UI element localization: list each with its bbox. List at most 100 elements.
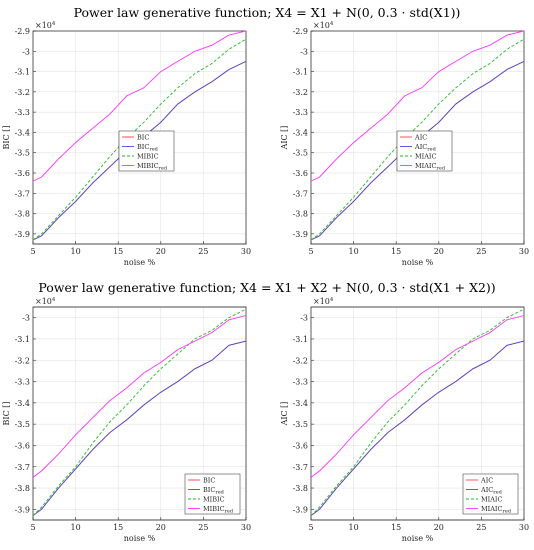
y-axis-label: AIC []: [280, 126, 289, 151]
series-line-mibic-red: [32, 315, 247, 478]
y-tick-label: -3.4: [15, 399, 30, 408]
x-tick-label: 20: [434, 247, 444, 256]
y-tick-label: -3.3: [293, 108, 308, 117]
legend-entry: MIBIC: [203, 495, 225, 503]
series-line-mibic: [32, 308, 247, 517]
y-exponent-label: ×104: [313, 297, 334, 306]
top-title: Power law generative function; X4 = X1 +…: [74, 5, 461, 20]
legend-entry: MIAIC: [481, 495, 502, 503]
x-axis-label: noise %: [402, 534, 434, 543]
bottom-title: Power law generative function; X4 = X1 +…: [38, 280, 495, 295]
y-tick-label: -3.3: [15, 378, 30, 387]
y-tick-label: -3.5: [293, 149, 308, 158]
y-tick-label: -3.8: [15, 484, 30, 493]
legend-entry: BICred: [137, 143, 159, 153]
y-tick-label: -3.8: [293, 484, 308, 493]
x-tick-label: 20: [434, 523, 444, 532]
x-axis-label: noise %: [124, 258, 156, 267]
y-tick-label: -3.9: [15, 230, 30, 239]
legend-entry: BICred: [203, 486, 225, 496]
y-tick-label: -3.6: [15, 169, 30, 178]
legend-entry: AIC: [414, 133, 427, 141]
legend-entry: AICred: [414, 143, 437, 153]
x-tick-label: 10: [71, 247, 81, 256]
legend-entry: MIBICred: [203, 505, 234, 515]
series-line-mibic-red: [32, 30, 247, 182]
x-tick-label: 25: [198, 247, 208, 256]
x-tick-label: 25: [198, 523, 208, 532]
y-tick-label: -3: [300, 314, 308, 323]
y-tick-label: -3.3: [293, 378, 308, 387]
x-tick-label: 15: [113, 247, 123, 256]
legend-entry: BIC: [203, 476, 215, 484]
y-tick-label: -2.9: [15, 27, 30, 36]
y-tick-label: -3.7: [15, 463, 30, 472]
series-line-miaic: [310, 38, 525, 241]
plot-frame: [310, 306, 525, 521]
x-tick-label: 30: [241, 247, 251, 256]
x-tick-label: 20: [156, 247, 166, 256]
x-tick-label: 10: [71, 523, 81, 532]
series-line-miaic-red: [310, 315, 525, 478]
y-tick-label: -3: [22, 47, 30, 56]
y-tick-label: -3.1: [293, 335, 308, 344]
x-tick-label: 15: [391, 247, 401, 256]
x-tick-label: 10: [349, 523, 359, 532]
chart-panel-2: -3.9 -3.8 -3.7 -3.6 -3.5 -3.4 -3.3 -3.2 -3.1 -3 -2…: [280, 21, 529, 267]
y-exponent-label: ×104: [35, 21, 56, 30]
series-line-aic-red: [310, 340, 525, 517]
x-tick-label: 25: [476, 523, 486, 532]
x-tick-label: 20: [156, 523, 166, 532]
y-exponent-label: ×104: [35, 297, 56, 306]
legend-entry: AIC: [480, 476, 493, 484]
y-tick-label: -3: [22, 314, 30, 323]
y-tick-label: -3.5: [293, 420, 308, 429]
y-tick-label: -3.9: [293, 230, 308, 239]
y-tick-label: -3.1: [15, 68, 30, 77]
y-tick-label: -3.8: [15, 210, 30, 219]
y-tick-label: -3.5: [15, 420, 30, 429]
legend-entry: AICred: [480, 486, 503, 496]
legend-entry: MIAICred: [415, 162, 446, 172]
x-tick-label: 15: [391, 523, 401, 532]
y-tick-label: -3.6: [293, 441, 308, 450]
y-axis-label: AIC []: [280, 402, 289, 427]
series-line-miaic: [310, 308, 525, 517]
y-tick-label: -3.4: [293, 128, 308, 137]
y-tick-label: -3.2: [293, 356, 308, 365]
legend-box: [462, 473, 519, 515]
y-tick-label: -3.7: [293, 463, 308, 472]
plot-frame: [310, 30, 525, 245]
y-axis-label: BIC []: [2, 402, 11, 426]
plot-frame: [32, 30, 247, 245]
y-exponent-label: ×104: [313, 21, 334, 30]
x-tick-label: 10: [349, 247, 359, 256]
y-tick-label: -3.6: [293, 169, 308, 178]
y-tick-label: -3: [300, 47, 308, 56]
series-line-bic-red: [32, 340, 247, 517]
x-tick-label: 30: [519, 247, 529, 256]
y-axis-label: BIC []: [2, 126, 11, 150]
x-axis-label: noise %: [402, 258, 434, 267]
chart-panel-3: -3.9 -3.8 -3.7 -3.6 -3.5 -3.4 -3.3 -3.2 -3.1 -3 5 1…: [2, 297, 251, 543]
x-tick-label: 5: [30, 523, 35, 532]
x-tick-label: 25: [476, 247, 486, 256]
chart-panel-4: -3.9 -3.8 -3.7 -3.6 -3.5 -3.4 -3.3 -3.2 -3.1 -3 5 1…: [280, 297, 529, 543]
y-tick-label: -3.5: [15, 149, 30, 158]
x-tick-label: 30: [519, 523, 529, 532]
x-tick-label: 5: [308, 523, 313, 532]
y-tick-label: -3.9: [15, 505, 30, 514]
y-tick-label: -3.7: [15, 189, 30, 198]
plot-frame: [32, 306, 247, 521]
y-tick-label: -3.4: [15, 128, 30, 137]
series-line-miaic-red: [310, 30, 525, 182]
x-tick-label: 5: [30, 247, 35, 256]
y-tick-label: -2.9: [293, 27, 308, 36]
y-tick-label: -3.1: [293, 68, 308, 77]
series-line-mibic: [32, 38, 247, 241]
x-tick-label: 30: [241, 523, 251, 532]
